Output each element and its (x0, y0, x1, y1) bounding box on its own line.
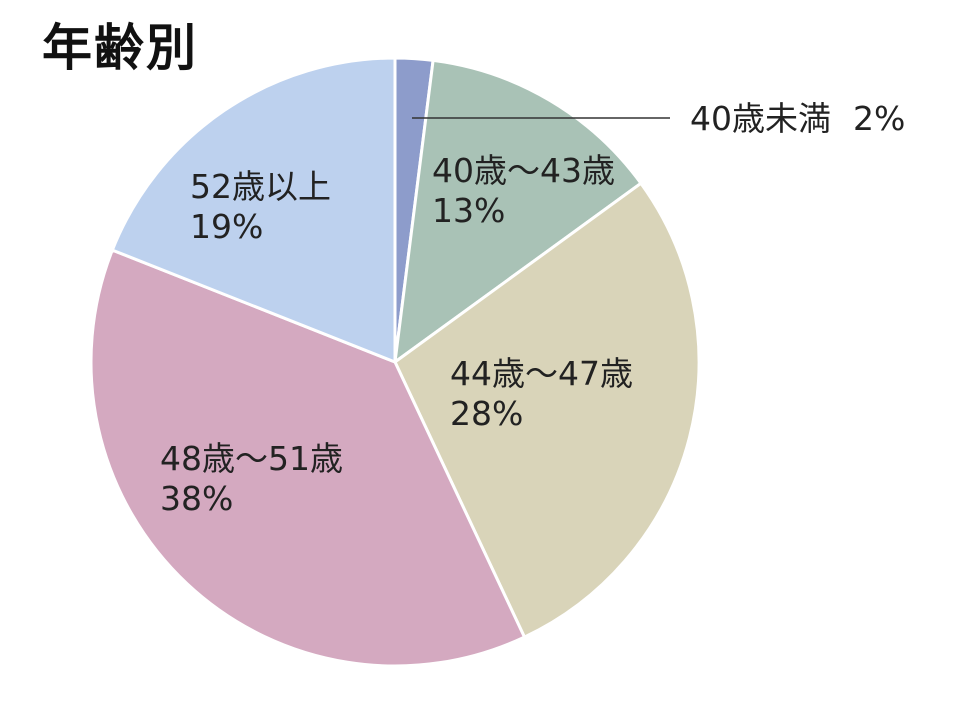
pie-slice (110, 56, 397, 365)
slice-category-label: 48歳～51歳 (160, 439, 343, 478)
slice-category-label: 44歳～47歳 (450, 354, 633, 393)
slice-value-label: 28% (450, 394, 523, 433)
chart-title: 年齢別 (42, 19, 198, 77)
slice-value-label: 38% (160, 479, 233, 518)
slice-value-label: 19% (190, 207, 263, 246)
slice-label: 40歳未満 2% (690, 99, 905, 138)
slice-category-label: 40歳～43歳 (432, 151, 615, 190)
slice-category-label: 52歳以上 (190, 167, 331, 206)
slice-category-label: 40歳未満 (690, 99, 831, 138)
slices-layer (89, 56, 701, 668)
pie-slice (393, 181, 701, 640)
slice-value-label: 2% (853, 99, 905, 138)
pie-slice (393, 58, 644, 366)
pie-slice (89, 248, 527, 668)
slice-value-label: 13% (432, 191, 505, 230)
